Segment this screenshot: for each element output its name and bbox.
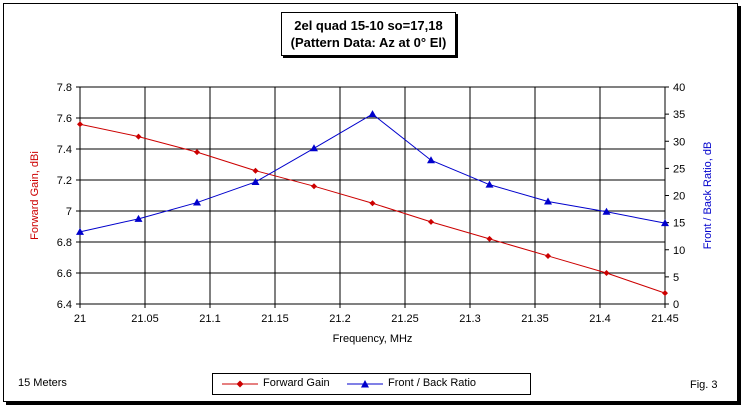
front-back-ratio-line [79,113,666,233]
y2-tick-label: 15 [673,218,685,230]
y-tick-label: 7 [66,206,72,218]
legend-triangle-marker-icon [347,380,383,388]
grid-layer [79,86,666,305]
legend-label-front-back-ratio: Front / Back Ratio [388,377,477,389]
y2-tick-label: 40 [673,82,685,94]
legend-label-forward-gain: Forward Gain [263,377,330,389]
y-tick-label: 6.8 [57,237,72,249]
y2-tick-label: 5 [673,272,679,284]
series-layer [76,110,669,297]
front-back-ratio-point [661,219,669,227]
forward-gain-point [603,270,610,276]
chart-title-box: 2el quad 15-10 so=17,18 (Pattern Data: A… [281,12,456,56]
y-tick-label: 7.8 [57,82,72,94]
x-tick-label: 21.15 [261,313,289,325]
y2-tick-label: 30 [673,136,685,148]
legend-diamond-marker-icon [222,380,258,388]
plot-area [79,86,666,305]
y-tick-label: 7.6 [57,113,72,125]
x-tick-label: 21.45 [651,313,679,325]
forward-gain-point [194,149,200,156]
legend-item-forward-gain: Forward Gain [220,377,360,391]
y2-axis-title: Front / Back Ratio, dB [702,142,714,250]
chart-title-line1: 2el quad 15-10 so=17,18 [294,18,443,33]
y-tick-label: 7.4 [57,144,72,156]
y-tick-label: 6.4 [57,299,72,311]
x-tick-label: 21.3 [459,313,480,325]
figure-number: Fig. 3 [690,379,718,391]
chart-title-line2: (Pattern Data: Az at 0° El) [290,35,447,50]
forward-gain-point [311,183,317,190]
front-back-ratio-point [76,227,84,235]
front-back-ratio-point [427,156,435,164]
front-back-ratio-point [251,177,260,185]
axis-layer: 21 21.05 21.1 21.15 21.2 21.25 21.3 21.35 21.4 21… [29,82,714,345]
y-tick-label: 6.6 [57,268,72,280]
forward-gain-point [486,235,493,242]
band-note: 15 Meters [18,377,67,389]
forward-gain-point [135,133,142,140]
chart-legend: Forward Gain Front / Back Ratio [212,373,531,395]
forward-gain-point [545,252,551,259]
front-back-ratio-point [368,110,377,118]
forward-gain-point [428,218,434,225]
x-axis-title: Frequency, MHz [333,333,413,345]
forward-gain-point [662,290,668,297]
y2-tick-label: 20 [673,191,685,203]
forward-gain-point [77,121,83,128]
y2-tick-label: 35 [673,109,685,121]
x-tick-label: 21.2 [329,313,350,325]
x-tick-label: 21.4 [589,313,610,325]
x-tick-label: 21.1 [199,313,220,325]
y2-tick-label: 10 [673,245,685,257]
front-back-ratio-point [134,214,143,222]
front-back-ratio-point [485,180,494,188]
front-back-ratio-point [544,197,552,205]
y-tick-label: 7.2 [57,175,72,187]
forward-gain-point [252,167,259,174]
x-tick-label: 21.25 [391,313,419,325]
forward-gain-point [369,200,376,207]
x-tick-label: 21.05 [131,313,159,325]
x-tick-label: 21 [74,313,86,325]
front-back-ratio-point [602,207,611,215]
x-tick-label: 21.35 [521,313,549,325]
front-back-ratio-point [310,144,318,152]
front-back-ratio-point [193,198,201,206]
y2-tick-label: 25 [673,163,685,175]
y-axis-title: Forward Gain, dBi [29,151,41,240]
legend-item-front-back-ratio: Front / Back Ratio [345,377,525,391]
y2-tick-label: 0 [673,299,679,311]
forward-gain-line [79,123,666,294]
